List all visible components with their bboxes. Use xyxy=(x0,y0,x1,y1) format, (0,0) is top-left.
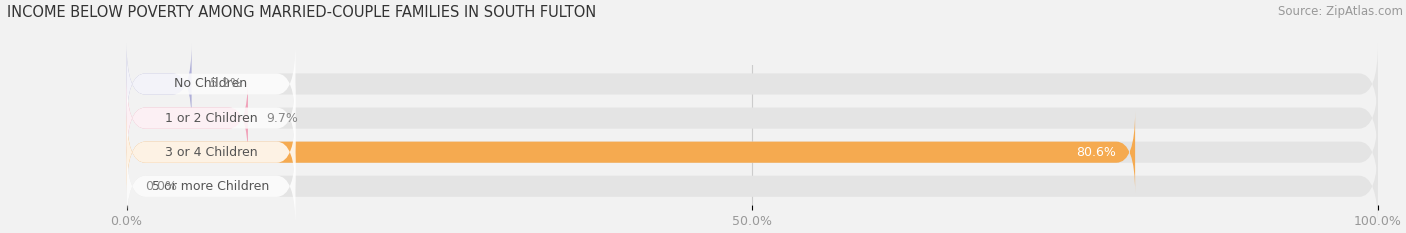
FancyBboxPatch shape xyxy=(127,78,247,159)
Text: 5.2%: 5.2% xyxy=(211,78,242,90)
Text: Source: ZipAtlas.com: Source: ZipAtlas.com xyxy=(1278,5,1403,18)
FancyBboxPatch shape xyxy=(127,43,1378,125)
Text: 5 or more Children: 5 or more Children xyxy=(152,180,270,193)
Text: 1 or 2 Children: 1 or 2 Children xyxy=(165,112,257,125)
Text: 3 or 4 Children: 3 or 4 Children xyxy=(165,146,257,159)
FancyBboxPatch shape xyxy=(127,43,191,125)
FancyBboxPatch shape xyxy=(127,146,1378,227)
FancyBboxPatch shape xyxy=(127,112,1135,193)
FancyBboxPatch shape xyxy=(127,112,1378,193)
FancyBboxPatch shape xyxy=(127,112,295,193)
FancyBboxPatch shape xyxy=(127,43,295,125)
FancyBboxPatch shape xyxy=(127,146,295,227)
Text: 9.7%: 9.7% xyxy=(267,112,298,125)
Text: 80.6%: 80.6% xyxy=(1077,146,1116,159)
Text: INCOME BELOW POVERTY AMONG MARRIED-COUPLE FAMILIES IN SOUTH FULTON: INCOME BELOW POVERTY AMONG MARRIED-COUPL… xyxy=(7,5,596,20)
Text: No Children: No Children xyxy=(174,78,247,90)
Text: 0.0%: 0.0% xyxy=(145,180,177,193)
FancyBboxPatch shape xyxy=(127,78,1378,159)
FancyBboxPatch shape xyxy=(127,78,295,159)
